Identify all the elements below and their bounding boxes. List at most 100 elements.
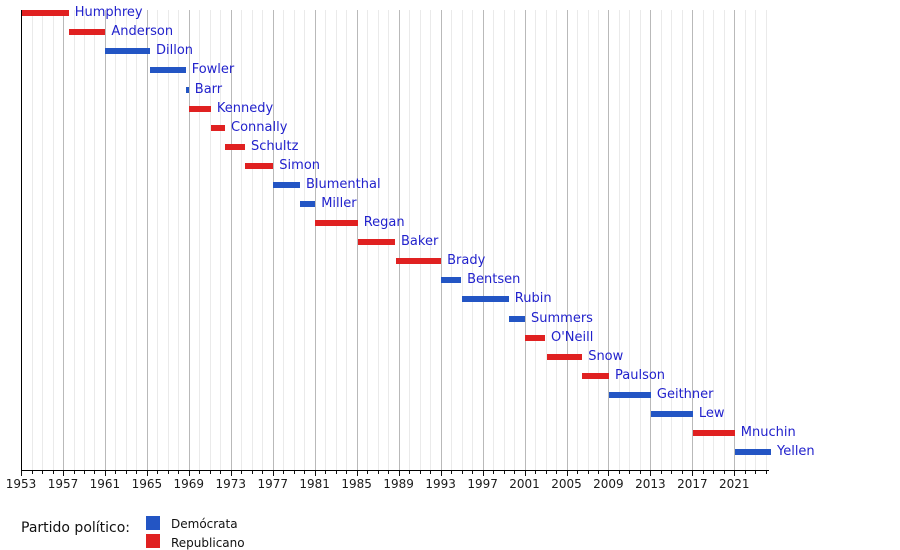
timeline-bar-label: Simon xyxy=(279,157,321,173)
gridline-major xyxy=(608,10,610,470)
axis-tick-major xyxy=(146,471,148,476)
timeline-bar xyxy=(189,105,211,112)
timeline-bar-label: Rubin xyxy=(514,291,552,307)
axis-tick-major xyxy=(524,471,526,476)
axis-tick-minor xyxy=(209,471,211,474)
axis-tick-minor xyxy=(545,471,547,474)
timeline-bar xyxy=(582,372,609,379)
gridline-minor xyxy=(167,10,169,470)
axis-tick-minor xyxy=(744,471,746,474)
gridline-minor xyxy=(335,10,337,470)
gridline-major xyxy=(734,10,736,470)
gridline-minor xyxy=(409,10,411,470)
gridline-major xyxy=(272,10,274,470)
axis-tick-major xyxy=(21,471,22,476)
axis-tick-minor xyxy=(419,471,421,474)
gridline-minor xyxy=(755,10,757,470)
timeline-bar-label: Blumenthal xyxy=(306,176,381,192)
gridline-minor xyxy=(671,10,673,470)
timeline-bar xyxy=(300,201,316,207)
timeline-bar xyxy=(21,10,69,17)
axis-tick-major xyxy=(230,471,232,476)
timeline-bar-label: O'Neill xyxy=(551,329,594,345)
axis-tick-label: 1973 xyxy=(215,477,247,491)
gridline-major xyxy=(146,10,148,470)
axis-tick-minor xyxy=(639,471,641,474)
gridline-minor xyxy=(52,10,54,470)
gridline-minor xyxy=(545,10,547,470)
axis-tick-minor xyxy=(167,471,169,474)
axis-tick-minor xyxy=(325,471,327,474)
gridline-minor xyxy=(157,10,159,470)
axis-tick-major xyxy=(482,471,484,476)
axis-tick-minor xyxy=(409,471,411,474)
legend: Partido político: Demócrata Republicano xyxy=(0,512,900,550)
axis-tick-minor xyxy=(514,471,515,474)
timeline-bar xyxy=(185,86,189,93)
axis-tick-minor xyxy=(577,471,578,474)
timeline-bar-label: Baker xyxy=(401,234,439,250)
axis-tick-major xyxy=(650,471,652,476)
axis-tick-minor xyxy=(199,471,201,474)
axis-tick-minor xyxy=(587,471,589,474)
timeline-bar-label: Schultz xyxy=(251,138,299,154)
axis-tick-minor xyxy=(31,471,33,474)
gridline-major xyxy=(230,10,232,470)
timeline-bar-label: Connally xyxy=(231,119,288,135)
axis-tick-minor xyxy=(52,471,54,474)
gridline-minor xyxy=(31,10,33,470)
axis-tick-minor xyxy=(618,471,620,474)
axis-tick-minor xyxy=(293,471,295,474)
gridline-major xyxy=(524,10,526,470)
axis-tick-label: 2021 xyxy=(719,477,750,491)
axis-tick-major xyxy=(356,471,358,476)
axis-tick-major xyxy=(692,471,694,476)
gridline-major xyxy=(566,10,568,470)
axis-tick-label: 1965 xyxy=(131,477,163,491)
axis-tick-label: 1953 xyxy=(5,477,37,491)
timeline-bar xyxy=(357,239,395,246)
gridline-minor xyxy=(472,10,474,470)
gridline-minor xyxy=(629,10,631,470)
gridline-minor xyxy=(304,10,306,470)
timeline-bar xyxy=(734,449,771,455)
gridline-minor xyxy=(293,10,295,470)
gridline-minor xyxy=(251,10,253,470)
timeline-chart: 1953 1957 1961 1965 1969 1973 1977 1981 1985 1989… xyxy=(5,5,815,491)
timeline-bar xyxy=(395,258,442,265)
gridline-minor xyxy=(556,10,557,470)
axis-tick-label: 1989 xyxy=(383,477,414,491)
axis-tick-major xyxy=(440,471,442,476)
axis-tick-minor xyxy=(629,471,631,474)
timeline-bar-label: Dillon xyxy=(156,43,194,59)
axis-tick-label: 2013 xyxy=(635,477,666,491)
timeline-bar-label: Geithner xyxy=(656,386,714,402)
timeline-bar-label: Brady xyxy=(447,253,486,269)
axis-tick-minor xyxy=(241,471,243,474)
axis-tick-minor xyxy=(346,471,348,474)
gridline-minor xyxy=(702,10,704,470)
gridline-major xyxy=(650,10,652,470)
timeline-bar xyxy=(315,220,358,227)
axis-tick-major xyxy=(566,471,568,476)
gridline-minor xyxy=(587,10,589,470)
republican-swatch xyxy=(146,534,160,548)
axis-tick-minor xyxy=(493,471,495,474)
axis-tick-minor xyxy=(681,471,683,474)
gridline-minor xyxy=(451,10,453,470)
gridline-minor xyxy=(262,10,264,470)
gridline-minor xyxy=(199,10,201,470)
timeline-bar xyxy=(210,124,226,131)
timeline-bar xyxy=(525,334,545,341)
timeline-bar xyxy=(225,143,245,150)
axis-tick-minor xyxy=(73,471,75,474)
timeline-bar-label: Miller xyxy=(321,196,357,211)
gridline-minor xyxy=(514,10,515,470)
gridline-minor xyxy=(723,10,725,470)
axis-tick-minor xyxy=(556,471,557,474)
gridline-minor xyxy=(618,10,620,470)
axis-tick-label: 1957 xyxy=(47,477,79,491)
timeline-bar-label: Barr xyxy=(194,81,223,97)
axis-tick-minor xyxy=(503,471,505,474)
axis-tick-minor xyxy=(367,471,369,474)
